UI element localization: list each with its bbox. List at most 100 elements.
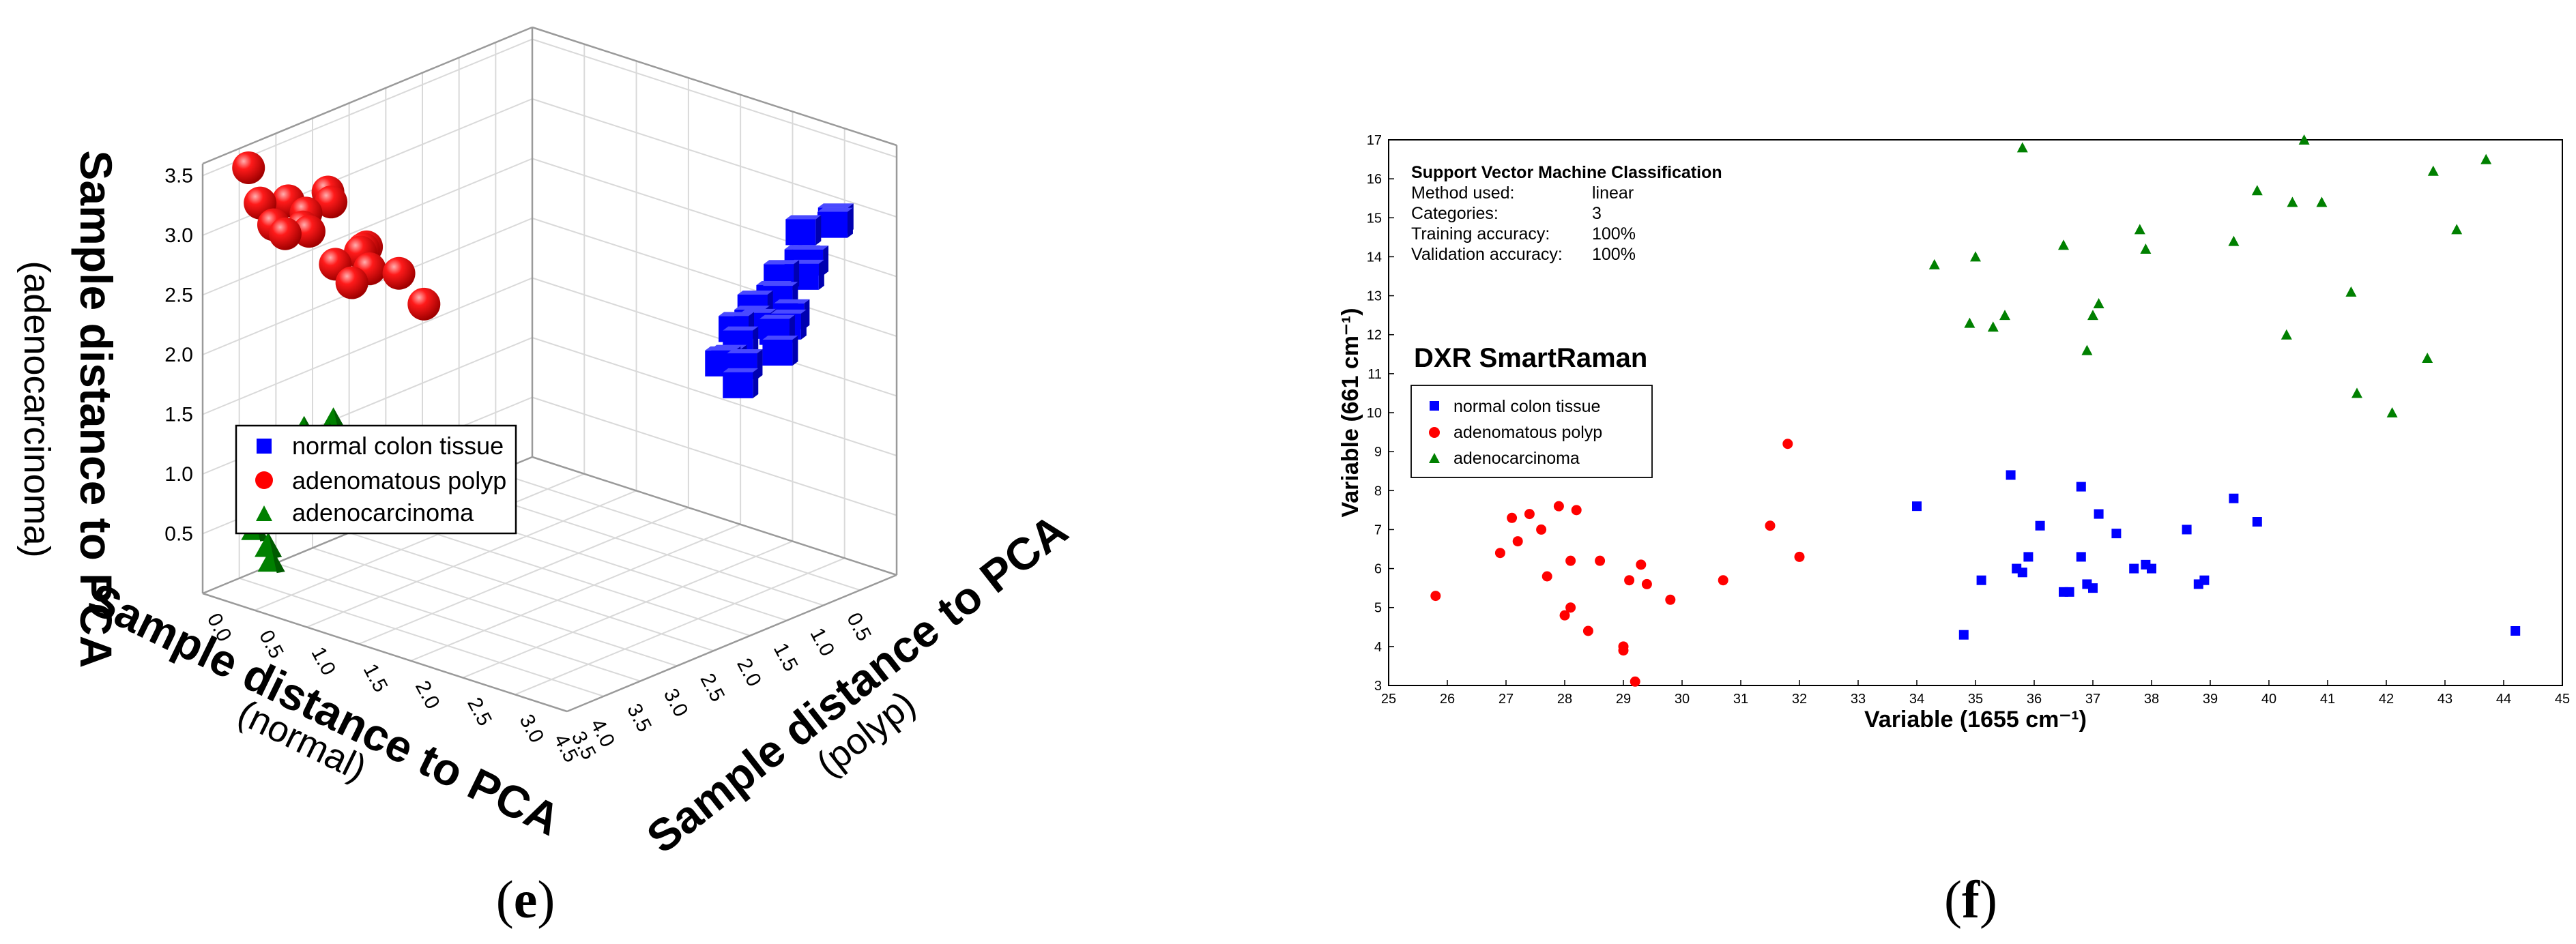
f-x-tick-label: 27 [1499, 692, 1514, 707]
f-point-adeno [2228, 235, 2240, 246]
f-x-axis-title: Variable (1655 cm⁻¹) [1864, 707, 2087, 733]
f-legend-box [1410, 385, 1653, 478]
e-grid-line [532, 98, 897, 218]
f-point-normal [2076, 482, 2086, 492]
f-point-adeno [2081, 344, 2093, 355]
e-point-polyp [292, 215, 325, 248]
f-point-adeno [2480, 153, 2492, 164]
f-point-polyp [1641, 578, 1652, 589]
f-y-tick-label: 14 [1367, 250, 1382, 265]
f-x-tick-label: 40 [2261, 692, 2276, 707]
f-point-polyp [1718, 575, 1728, 586]
f-x-tick-label: 25 [1381, 692, 1396, 707]
f-point-adeno [2422, 353, 2433, 363]
f-point-polyp [1624, 575, 1635, 586]
e-grid-line [463, 540, 793, 679]
e-axis-edge [532, 456, 897, 576]
e-point-polyp [382, 256, 416, 290]
f-y-tick-label: 15 [1367, 211, 1382, 226]
panel-f-svm-chart: 25 26 27 28 29 30 31 32 33 34 35 36 37 38 39 40 41 42 43 44… [1337, 133, 2570, 929]
e-grid-line [358, 507, 689, 645]
f-point-adeno [1964, 317, 1976, 328]
f-y-tick-label: 13 [1367, 289, 1382, 304]
e-z-axis-title: Sample distance to PCA [71, 150, 121, 668]
f-x-tick-label: 37 [2085, 692, 2100, 707]
e-point-normal [785, 215, 822, 246]
e-y-tick-label: 2.5 [463, 694, 496, 729]
e-y-tick-label: 2.0 [411, 677, 444, 713]
f-legend-marker-normal [1430, 401, 1439, 411]
e-axis-edge [566, 574, 897, 713]
e-legend-marker-normal [257, 439, 272, 454]
f-point-polyp [1665, 594, 1676, 605]
f-x-tick-label: 28 [1557, 692, 1572, 707]
e-grid [201, 26, 898, 713]
e-x-tick-label: 1.5 [769, 639, 802, 675]
f-point-normal [2182, 525, 2192, 535]
f-annotation-value-training: 100% [1592, 224, 1636, 244]
e-legend-label-polyp: adenomatous polyp [292, 467, 506, 495]
f-ticks: 25 26 27 28 29 30 31 32 33 34 35 36 37 38 39 40 41 42 43 44… [1367, 133, 2570, 707]
f-y-tick-label: 4 [1374, 640, 1382, 655]
f-point-polyp [1430, 591, 1441, 602]
f-point-normal [2076, 552, 2086, 562]
f-point-polyp [1582, 625, 1593, 636]
e-point-normal [723, 368, 759, 398]
e-grid-line [254, 473, 585, 611]
e-legend: normal colon tissue adenomatous polyp ad… [235, 424, 517, 535]
f-x-tick-label: 41 [2320, 692, 2335, 707]
e-grid-line [349, 532, 714, 652]
e-axis-edge [202, 26, 533, 165]
e-x-tick-label: 3.5 [622, 700, 656, 735]
e-x-tick-label: 2.0 [732, 655, 766, 690]
e-z-tick-label: 3.0 [164, 224, 193, 247]
f-x-tick-label: 36 [2027, 692, 2042, 707]
f-point-adeno [2281, 329, 2292, 340]
f-y-tick-label: 11 [1367, 367, 1382, 382]
f-point-normal [2006, 470, 2016, 480]
f-point-polyp [1494, 548, 1505, 559]
f-annotation-value-method: linear [1592, 183, 1634, 203]
e-grid-line [386, 516, 751, 636]
e-grid-line [459, 486, 824, 606]
f-point-adeno [2251, 185, 2263, 196]
f-point-polyp [1571, 505, 1582, 516]
f-x-tick-label: 35 [1968, 692, 1983, 707]
f-y-tick-label: 9 [1374, 445, 1382, 460]
e-point-polyp [232, 151, 265, 184]
f-legend: normal colon tissue adenomatous polyp ad… [1410, 385, 1653, 478]
f-x-tick-label: 34 [1909, 692, 1924, 707]
f-x-tick-label: 32 [1792, 692, 1807, 707]
e-grid-line [239, 577, 604, 697]
e-x-tick-label: 3.0 [659, 685, 693, 720]
f-point-polyp [1765, 520, 1776, 531]
f-point-adeno [2134, 224, 2145, 235]
f-point-polyp [1618, 641, 1629, 652]
f-annotation-value-validation: 100% [1592, 245, 1636, 264]
f-point-normal [1976, 575, 1986, 585]
e-grid-line [306, 490, 637, 628]
f-point-normal [2064, 587, 2074, 597]
e-z-tick-label: 1.0 [164, 463, 193, 486]
f-y-tick-label: 17 [1367, 133, 1382, 148]
e-point-normal [723, 326, 759, 357]
f-x-tick-label: 39 [2203, 692, 2218, 707]
f-point-polyp [1512, 536, 1523, 547]
f-point-polyp [1794, 551, 1805, 562]
e-point-adeno [257, 547, 285, 574]
f-y-tick-label: 5 [1374, 601, 1382, 616]
f-points [1430, 134, 2521, 687]
e-legend-marker-adeno [256, 505, 272, 521]
e-y-tick-label: 1.0 [306, 643, 340, 679]
f-y-axis-title: Variable (661 cm⁻¹) [1337, 308, 1363, 517]
e-x-tick-label: 2.5 [695, 670, 729, 705]
e-axis-edge [532, 26, 897, 147]
f-point-adeno [1987, 321, 1999, 332]
e-grid-line [410, 523, 741, 662]
f-legend-marker-polyp [1429, 427, 1440, 438]
e-z-axis-subtitle: (adenocarcinoma) [16, 261, 57, 557]
f-x-tick-label: 26 [1440, 692, 1455, 707]
f-legend-label-polyp: adenomatous polyp [1453, 423, 1602, 442]
f-annotation-value-categories: 3 [1592, 204, 1602, 223]
f-legend-label-adeno: adenocarcinoma [1453, 449, 1580, 468]
